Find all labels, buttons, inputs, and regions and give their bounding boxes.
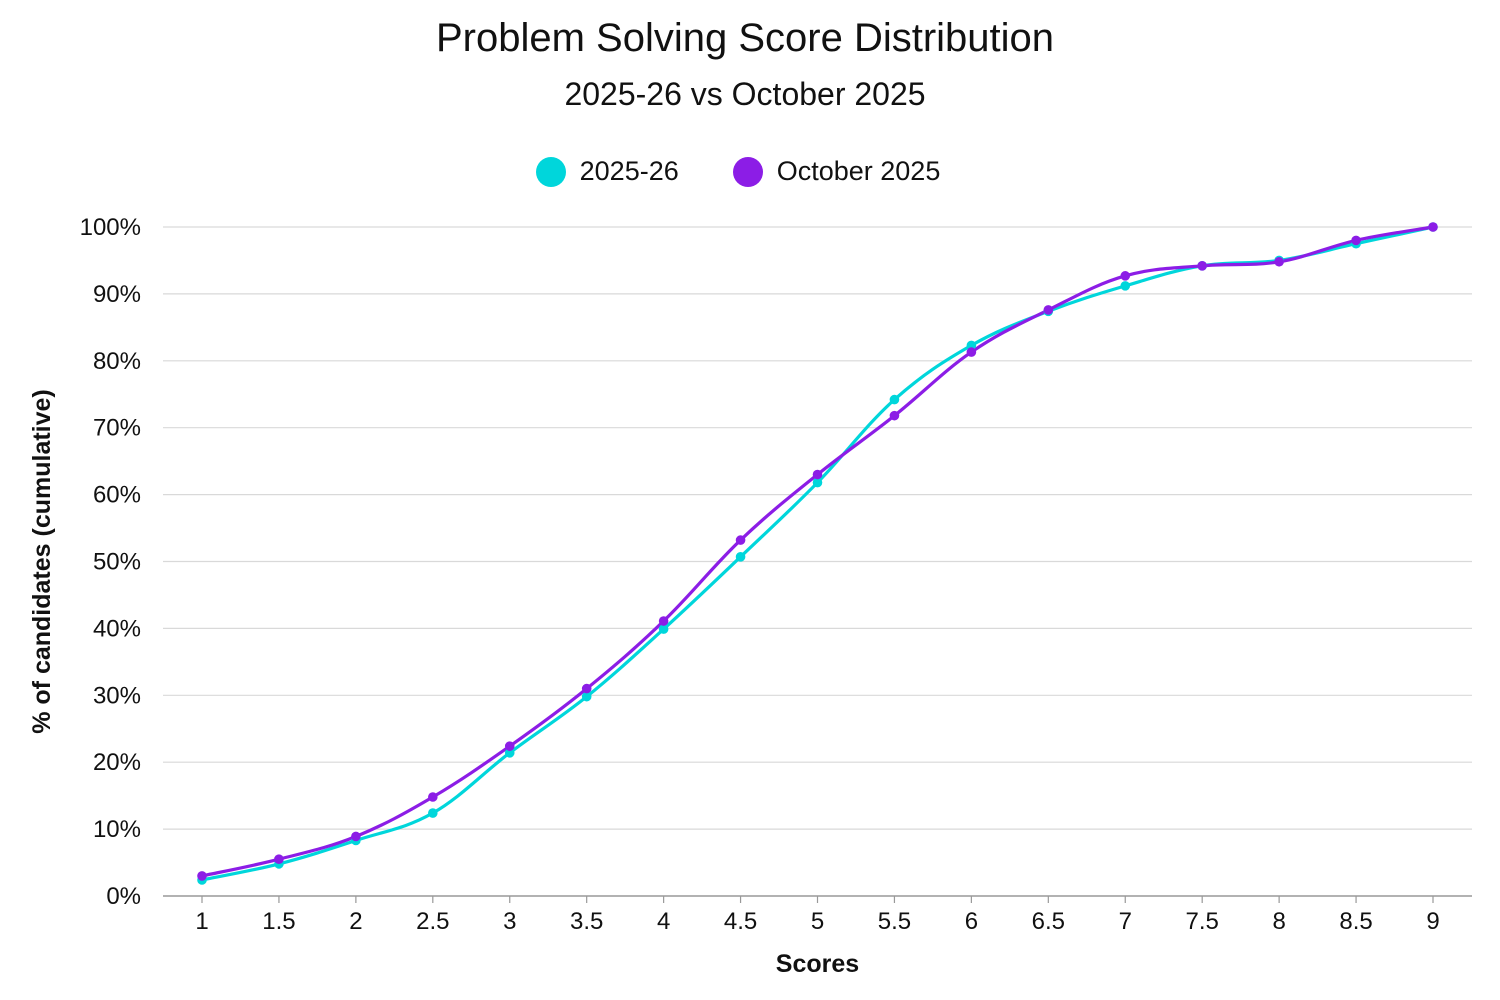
y-tick-label: 100% xyxy=(80,214,141,241)
chart-legend: 2025-26 October 2025 xyxy=(0,156,1476,187)
y-tick-label: 60% xyxy=(93,482,141,509)
chart-title: Problem Solving Score Distribution xyxy=(435,16,1055,60)
data-point-october-2025[interactable] xyxy=(581,683,592,694)
data-point-october-2025[interactable] xyxy=(428,792,438,802)
x-tick-label: 3.5 xyxy=(570,908,603,935)
x-tick-label: 8.5 xyxy=(1339,908,1372,935)
data-point-october-2025[interactable] xyxy=(889,410,900,421)
data-point-october-2025[interactable] xyxy=(1120,271,1131,281)
y-tick-label: 0% xyxy=(106,883,141,910)
series-lines xyxy=(200,225,1435,882)
y-tick-label: 50% xyxy=(93,549,141,576)
legend-item-october-2025[interactable]: October 2025 xyxy=(732,156,941,187)
y-tick-label: 30% xyxy=(93,682,141,709)
data-point-2025-26[interactable] xyxy=(812,477,823,488)
y-axis-title: % of candidates (cumulative) xyxy=(28,389,56,734)
data-point-october-2025[interactable] xyxy=(504,741,515,751)
x-tick-label: 8 xyxy=(1272,908,1285,935)
data-point-2025-26[interactable] xyxy=(428,808,438,818)
legend-swatch-october-2025 xyxy=(732,156,763,187)
x-tick-label: 2.5 xyxy=(416,908,449,935)
y-tick-label: 70% xyxy=(93,415,141,442)
x-tick-label: 3 xyxy=(503,908,516,935)
data-point-october-2025[interactable] xyxy=(966,347,977,357)
x-tick-label: 4 xyxy=(657,908,670,935)
data-point-october-2025[interactable] xyxy=(197,871,207,881)
y-tick-label: 20% xyxy=(93,749,141,776)
data-point-october-2025[interactable] xyxy=(274,854,284,865)
x-tick-label: 1 xyxy=(195,908,208,935)
data-point-october-2025[interactable] xyxy=(1043,305,1054,315)
legend-swatch-2025-26 xyxy=(535,156,566,187)
x-tick-label: 4.5 xyxy=(724,908,757,935)
x-tick-label: 9 xyxy=(1426,908,1439,935)
data-point-october-2025[interactable] xyxy=(1351,235,1361,246)
data-point-october-2025[interactable] xyxy=(658,616,669,626)
legend-label-2025-26: 2025-26 xyxy=(579,156,679,186)
gridlines xyxy=(163,226,1472,830)
series-points xyxy=(197,222,1438,885)
axes: 0% 10% 20% 30% 40% 50% 60% 70% 80% 90% 100% 1 1.5 2 2.… xyxy=(80,214,1472,935)
x-tick-label: 7.5 xyxy=(1186,908,1219,935)
data-point-2025-26[interactable] xyxy=(735,552,746,562)
data-point-2025-26[interactable] xyxy=(581,691,592,702)
data-point-october-2025[interactable] xyxy=(1197,261,1207,271)
y-tick-label: 40% xyxy=(93,615,141,642)
y-tick-label: 10% xyxy=(93,816,141,843)
legend-label-october-2025: October 2025 xyxy=(776,156,941,186)
data-point-october-2025[interactable] xyxy=(812,469,823,480)
chart-subtitle: 2025-26 vs October 2025 xyxy=(564,76,926,112)
series-line-october-2025 xyxy=(200,225,1435,878)
data-point-2025-26[interactable] xyxy=(1120,281,1131,291)
data-point-october-2025[interactable] xyxy=(1428,222,1438,232)
x-tick-label: 7 xyxy=(1119,908,1132,935)
data-point-2025-26[interactable] xyxy=(966,340,977,351)
x-tick-label: 1.5 xyxy=(262,908,295,935)
data-point-2025-26[interactable] xyxy=(889,394,900,405)
y-tick-label: 80% xyxy=(93,348,141,375)
data-point-october-2025[interactable] xyxy=(351,831,361,842)
x-tick-label: 6.5 xyxy=(1032,908,1065,935)
y-tick-label: 90% xyxy=(93,281,141,308)
series-line-2025-26 xyxy=(200,225,1435,882)
data-point-2025-26[interactable] xyxy=(504,748,515,758)
x-tick-label: 5 xyxy=(811,908,824,935)
data-point-october-2025[interactable] xyxy=(1274,256,1284,267)
data-point-october-2025[interactable] xyxy=(735,535,746,545)
x-tick-label: 5.5 xyxy=(878,908,911,935)
data-point-2025-26[interactable] xyxy=(658,624,669,634)
x-axis-title: Scores xyxy=(776,950,859,978)
legend-item-2025-26[interactable]: 2025-26 xyxy=(535,156,679,187)
x-tick-label: 2 xyxy=(349,908,362,935)
x-tick-label: 6 xyxy=(965,908,978,935)
